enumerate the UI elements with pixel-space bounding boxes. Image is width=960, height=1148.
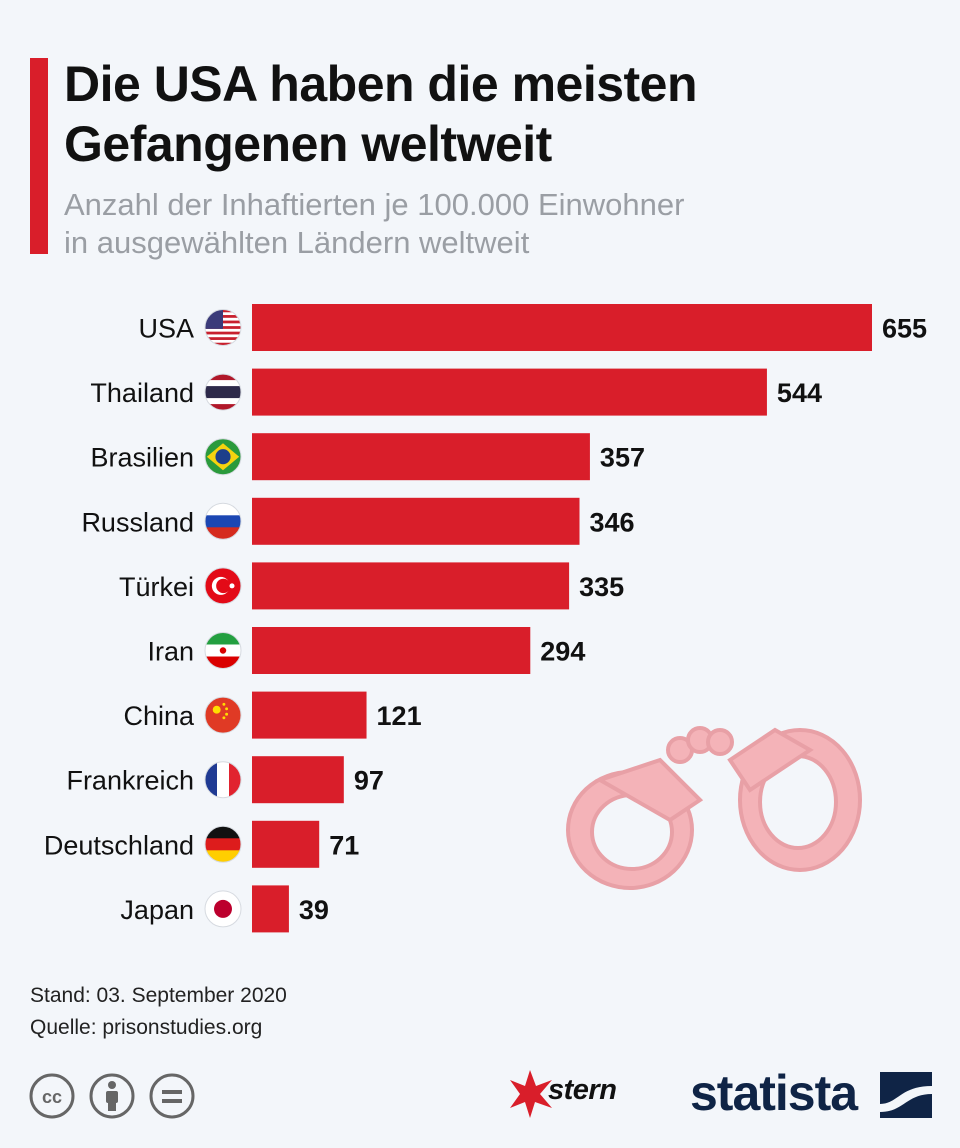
category-label: Iran: [147, 637, 194, 667]
bar[interactable]: [252, 562, 570, 610]
cc-icon[interactable]: cc: [28, 1072, 76, 1120]
bar-row: Japan 39: [120, 885, 329, 933]
bar-row: Türkei 335: [119, 562, 624, 610]
svg-text:cc: cc: [42, 1087, 62, 1107]
bar-row: Iran 294: [147, 627, 585, 674]
value-label: 655: [882, 314, 927, 344]
chart-subtitle: Anzahl der Inhaftierten je 100.000 Einwo…: [64, 186, 884, 262]
flag-cn-icon: [204, 696, 242, 734]
category-label: Deutschland: [44, 830, 194, 860]
bar[interactable]: [252, 627, 531, 674]
value-label: 544: [777, 378, 822, 408]
flag-th-icon: [204, 373, 242, 411]
value-label: 97: [354, 766, 384, 796]
value-label: 294: [540, 637, 585, 667]
bar[interactable]: [252, 820, 320, 868]
subtitle-line-2: in ausgewählten Ländern weltweit: [64, 225, 530, 260]
value-label: 357: [600, 443, 645, 473]
statista-mark-icon[interactable]: [880, 1072, 932, 1118]
value-label: 335: [579, 572, 624, 602]
attribution-icon[interactable]: [88, 1072, 136, 1120]
category-label: Russland: [81, 507, 194, 537]
license-icons: cc: [28, 1072, 196, 1120]
bar-row: Thailand 544: [90, 368, 822, 416]
chart-title: Die USA haben die meisten Gefangenen wel…: [64, 54, 924, 174]
category-label: Brasilien: [90, 443, 194, 473]
flag-de-icon: [204, 825, 242, 863]
title-line-1: Die USA haben die meisten: [64, 56, 698, 112]
stand-date: Stand: 03. September 2020: [30, 984, 287, 1007]
bar[interactable]: [252, 691, 367, 739]
flag-tr-icon: [204, 567, 242, 605]
bar-row: Frankreich 97: [66, 756, 384, 804]
handcuffs-icon: [566, 726, 862, 890]
value-label: 39: [299, 895, 329, 925]
flag-br-icon: [204, 438, 242, 476]
bar[interactable]: [252, 885, 289, 933]
bar[interactable]: [252, 756, 344, 804]
flag-jp-icon: [204, 890, 242, 928]
category-label: Japan: [120, 895, 194, 925]
value-label: 71: [329, 830, 359, 860]
subtitle-line-1: Anzahl der Inhaftierten je 100.000 Einwo…: [64, 187, 685, 222]
category-label: Türkei: [119, 572, 194, 602]
category-label: Frankreich: [66, 766, 194, 796]
category-label: USA: [138, 314, 194, 344]
bar[interactable]: [252, 433, 590, 481]
value-label: 121: [377, 701, 422, 731]
bar[interactable]: [252, 368, 767, 416]
bar-row: Brasilien 357: [90, 433, 645, 481]
statista-logo[interactable]: statista: [690, 1065, 858, 1121]
bar[interactable]: [252, 497, 580, 545]
bar[interactable]: [252, 304, 872, 351]
stern-logo[interactable]: stern: [548, 1074, 617, 1106]
flag-fr-icon: [204, 761, 242, 799]
value-label: 346: [590, 507, 635, 537]
category-label: Thailand: [90, 378, 194, 408]
bar-chart: USA 655 Thailand 544 Brasilien 357 Russland 346…: [44, 304, 927, 933]
no-derivatives-icon[interactable]: [148, 1072, 196, 1120]
bar-row: Deutschland 71: [44, 820, 359, 868]
flag-ir-icon: [204, 632, 242, 669]
flag-us-icon: [204, 309, 242, 346]
flag-ru-icon: [204, 502, 242, 540]
stern-star-icon[interactable]: [508, 1068, 648, 1120]
bar-row: Russland 346: [81, 497, 635, 545]
source: Quelle: prisonstudies.org: [30, 1016, 263, 1039]
bar-row: USA 655: [138, 304, 927, 351]
title-line-2: Gefangenen weltweit: [64, 116, 552, 172]
accent-bar: [30, 58, 48, 254]
category-label: China: [123, 701, 195, 731]
bar-row: China 121: [123, 691, 422, 739]
